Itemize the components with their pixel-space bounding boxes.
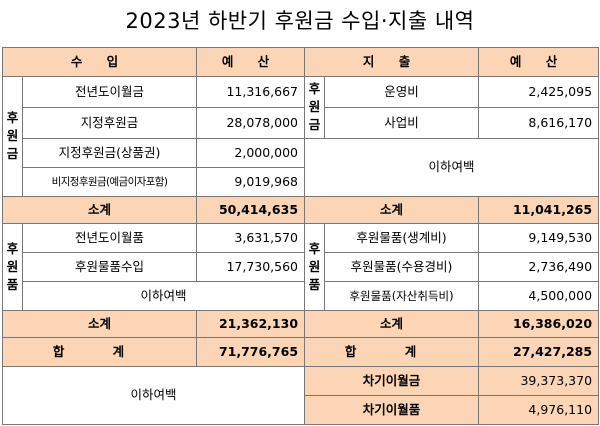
table-row: 지정후원금(상품권) 2,000,000 이하여백: [3, 137, 600, 197]
table-row: 후원금 전년도이월금 11,316,667 후원금 운영비 2,425,095: [2, 76, 600, 197]
expense-goods-row-label: 후원물품(수용경비): [324, 251, 480, 282]
table-row: 비지정후원금(예금이자포함) 9,019,968: [3, 166, 599, 197]
income-goods-subtotal-label: 소계: [1, 309, 198, 338]
income-goods-row-value: 17,730,560: [196, 251, 306, 282]
income-total-value: 71,776,765: [196, 336, 306, 367]
expense-header: 지 출: [304, 46, 480, 78]
income-goods-row-label: 후원물품수입: [21, 251, 198, 282]
carry-goods-row: 차기이월품 4,976,110: [3, 394, 600, 426]
expense-goods-row-value: 4,500,000: [478, 280, 600, 311]
income-goods-row-value: 3,631,570: [196, 222, 306, 253]
expense-money-row-label: 운영비: [324, 76, 480, 108]
income-header: 수 입: [1, 46, 198, 78]
expense-goods-row-value: 9,149,530: [478, 222, 600, 253]
income-expense-table: 수 입 예 산 지 출 예 산 후원금 전년도이월금 11,316,667 후원…: [1, 46, 600, 426]
expense-money-row-value: 8,616,170: [478, 106, 600, 139]
table-row: 이하여백 후원물품(자산취득비) 4,500,000: [3, 280, 600, 311]
income-money-row-label: 지정후원금(상품권): [21, 137, 198, 168]
table-header-row: 수 입 예 산 지 출 예 산: [1, 46, 600, 78]
expense-goods-row-label: 후원물품(자산취득비): [324, 280, 480, 311]
expense-money-subtotal-value: 11,041,265: [478, 195, 600, 224]
income-total-label: 합 계: [1, 336, 198, 367]
carry-goods-label: 차기이월품: [304, 394, 480, 426]
income-money-side-label: 후원금: [2, 76, 23, 197]
expense-money-side-label: 후원금: [304, 76, 326, 139]
income-goods-side-label: 후원품: [2, 222, 23, 311]
income-money-row-value: 2,000,000: [196, 137, 306, 168]
expense-goods-subtotal-value: 16,386,020: [478, 309, 600, 338]
expense-money-blank-note: 이하여백: [304, 137, 600, 197]
page-title: 2023년 하반기 후원금 수입·지출 내역: [125, 9, 475, 33]
carry-money-label: 차기이월금: [304, 365, 480, 396]
bottom-blank-note: 이하여백: [1, 365, 306, 426]
carry-money-value: 39,373,370: [478, 365, 600, 396]
expense-goods-side-label: 후원품: [304, 222, 326, 311]
income-money-row-label: 전년도이월금: [21, 76, 198, 108]
income-budget-header: 예 산: [196, 46, 306, 78]
subtotal-row: 소계 21,362,130 소계 16,386,020: [1, 309, 600, 338]
income-money-subtotal-value: 50,414,635: [196, 195, 306, 224]
expense-goods-row-value: 2,736,490: [478, 251, 600, 282]
carry-goods-value: 4,976,110: [478, 394, 600, 426]
income-money-row-label: 비지정후원금(예금이자포함): [21, 166, 198, 197]
table-row: 지정후원금 28,078,000 사업비 8,616,170: [3, 106, 600, 139]
income-goods-subtotal-value: 21,362,130: [196, 309, 306, 338]
subtotal-row: 소계 50,414,635 소계 11,041,265: [1, 195, 600, 224]
income-goods-row-label: 전년도이월품: [21, 222, 198, 253]
expense-goods-subtotal-label: 소계: [304, 309, 480, 338]
expense-money-row-label: 사업비: [324, 106, 480, 139]
carry-money-row: 이하여백 차기이월금 39,373,370: [1, 365, 600, 426]
income-goods-blank-note: 이하여백: [21, 280, 306, 311]
expense-budget-header: 예 산: [478, 46, 600, 78]
income-money-row-value: 11,316,667: [196, 76, 306, 108]
expense-goods-row-label: 후원물품(생계비): [324, 222, 480, 253]
table-row: 후원품 전년도이월품 3,631,570 후원품 후원물품(생계비) 9,149…: [2, 222, 600, 311]
expense-money-subtotal-label: 소계: [304, 195, 480, 224]
expense-total-value: 27,427,285: [478, 336, 600, 367]
total-row: 합 계 71,776,765 합 계 27,427,285: [1, 336, 600, 367]
table-row: 후원물품수입 17,730,560 후원물품(수용경비) 2,736,490: [3, 251, 600, 282]
income-money-row-label: 지정후원금: [21, 106, 198, 139]
expense-total-label: 합 계: [304, 336, 480, 367]
income-money-row-value: 9,019,968: [196, 166, 306, 197]
expense-money-row-value: 2,425,095: [478, 76, 600, 108]
income-money-subtotal-label: 소계: [1, 195, 198, 224]
income-money-row-value: 28,078,000: [196, 106, 306, 139]
